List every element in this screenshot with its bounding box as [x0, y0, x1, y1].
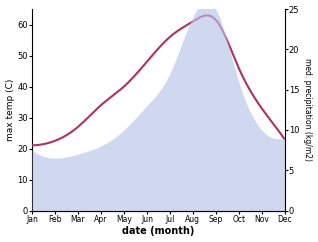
X-axis label: date (month): date (month)	[122, 227, 195, 236]
Y-axis label: med. precipitation (kg/m2): med. precipitation (kg/m2)	[303, 58, 313, 161]
Y-axis label: max temp (C): max temp (C)	[5, 79, 15, 141]
